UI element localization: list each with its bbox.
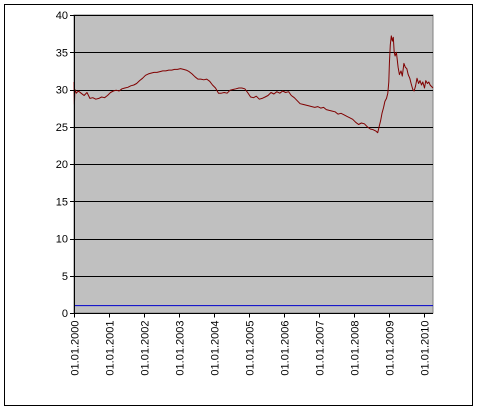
x-tick-label-4: 01.01.2004 (210, 321, 222, 376)
y-tick-label-8: 40 (56, 10, 68, 22)
series-1 (73, 35, 434, 134)
y-tick-label-1: 5 (62, 271, 68, 283)
x-tick-label-3: 01.01.2003 (175, 321, 187, 376)
x-tick-label-1: 01.01.2001 (105, 321, 117, 376)
x-tick-label-9: 01.01.2009 (385, 321, 397, 376)
series-1-line (73, 35, 434, 134)
y-tick-label-2: 10 (56, 234, 68, 246)
x-tick-label-5: 01.01.2005 (245, 321, 257, 376)
series-lines (73, 35, 434, 307)
y-axis: 0 5 10 15 20 25 30 35 40 (56, 10, 75, 320)
gridlines (74, 15, 433, 277)
x-tick-label-2: 01.01.2002 (140, 321, 152, 376)
y-tick-label-3: 15 (56, 196, 68, 208)
x-tick-label-6: 01.01.2006 (280, 321, 292, 376)
x-tick-label-7: 01.01.2007 (315, 321, 327, 376)
x-tick-label-10: 01.01.2010 (420, 321, 432, 376)
y-tick-label-0: 0 (62, 308, 68, 320)
x-axis: 01.01.2000 01.01.2001 01.01.2002 01.01.2003… (70, 313, 433, 376)
y-tick-label-6: 30 (56, 85, 68, 97)
y-tick-label-4: 20 (56, 159, 68, 171)
y-tick-label-5: 25 (56, 122, 68, 134)
x-tick-label-0: 01.01.2000 (70, 321, 82, 376)
y-tick-label-7: 35 (56, 47, 68, 59)
x-tick-label-8: 01.01.2008 (350, 321, 362, 376)
